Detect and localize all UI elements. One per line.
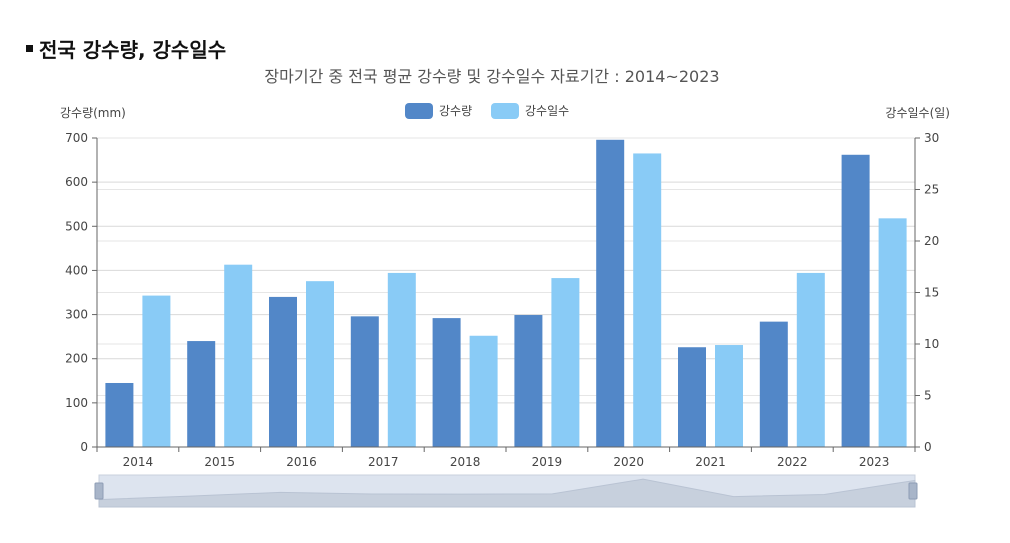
bar-rain-days[interactable]	[796, 272, 825, 447]
left-axis-label: 강수량(mm)	[60, 106, 126, 120]
left-tick-label: 200	[65, 352, 88, 366]
bar-rainfall[interactable]	[759, 321, 788, 447]
right-tick-label: 15	[924, 286, 939, 300]
bar-rainfall[interactable]	[105, 382, 134, 447]
bar-rainfall[interactable]	[596, 139, 625, 447]
bar-rainfall[interactable]	[432, 318, 461, 447]
x-tick-label: 2017	[368, 455, 399, 469]
right-tick-label: 0	[924, 440, 932, 454]
bar-rainfall[interactable]	[514, 315, 543, 447]
legend: 강수량 강수일수	[405, 103, 569, 119]
axes: 0 100 200 300 400 500 600 700 0 5 10 15 20 25 30 2014 20…	[65, 131, 939, 469]
x-tick-label: 2016	[286, 455, 317, 469]
x-tick-label: 2015	[204, 455, 235, 469]
bar-rainfall[interactable]	[350, 316, 379, 447]
x-tick-label: 2020	[613, 455, 644, 469]
square-bullet-icon	[26, 45, 33, 52]
x-tick-label: 2019	[532, 455, 563, 469]
bar-rain-days[interactable]	[306, 281, 334, 447]
bar-rain-days[interactable]	[469, 335, 498, 447]
bar-rain-days[interactable]	[142, 295, 171, 447]
right-tick-label: 30	[924, 131, 939, 145]
x-tick-label: 2018	[450, 455, 481, 469]
bar-rain-days[interactable]	[387, 272, 416, 447]
datazoom-slider[interactable]	[94, 474, 918, 508]
bar-rainfall[interactable]	[187, 341, 216, 447]
grid-lines	[97, 137, 915, 404]
x-tick-label: 2023	[859, 455, 890, 469]
bar-rain-days[interactable]	[878, 218, 907, 447]
left-tick-label: 700	[65, 131, 88, 145]
x-tick-label: 2021	[695, 455, 726, 469]
bar-rain-days[interactable]	[633, 153, 662, 447]
section-title-text: 전국 강수량, 강수일수	[39, 38, 227, 62]
left-tick-label: 500	[65, 219, 88, 233]
slider-shadow-area	[98, 478, 916, 508]
slider-right-handle[interactable]	[908, 482, 918, 500]
bar-rainfall[interactable]	[678, 347, 706, 447]
slider-left-handle[interactable]	[94, 482, 104, 500]
left-tick-label: 100	[65, 396, 88, 410]
x-tick-label: 2022	[777, 455, 808, 469]
legend-swatch[interactable]	[405, 103, 433, 119]
left-tick-label: 0	[80, 440, 88, 454]
left-tick-label: 400	[65, 263, 88, 277]
right-tick-label: 25	[924, 183, 939, 197]
chart-title: 장마기간 중 전국 평균 강수량 및 강수일수 자료기간 : 2014~2023	[264, 67, 719, 86]
right-tick-label: 20	[924, 234, 939, 248]
right-axis-label: 강수일수(일)	[885, 106, 950, 120]
section-heading: 전국 강수량, 강수일수	[26, 34, 226, 63]
bar-rainfall[interactable]	[269, 296, 297, 447]
bar-rain-days[interactable]	[551, 278, 580, 447]
right-tick-label: 10	[924, 337, 939, 351]
x-tick-label: 2014	[123, 455, 154, 469]
bars-group	[105, 139, 907, 447]
bar-rain-days[interactable]	[224, 264, 253, 447]
legend-label[interactable]: 강수량	[439, 104, 472, 118]
legend-swatch[interactable]	[491, 103, 519, 119]
left-tick-label: 300	[65, 308, 88, 322]
left-tick-label: 600	[65, 175, 88, 189]
bar-rain-days[interactable]	[715, 345, 743, 447]
right-tick-label: 5	[924, 389, 932, 403]
bar-rainfall[interactable]	[841, 154, 870, 447]
legend-label[interactable]: 강수일수	[525, 104, 569, 118]
